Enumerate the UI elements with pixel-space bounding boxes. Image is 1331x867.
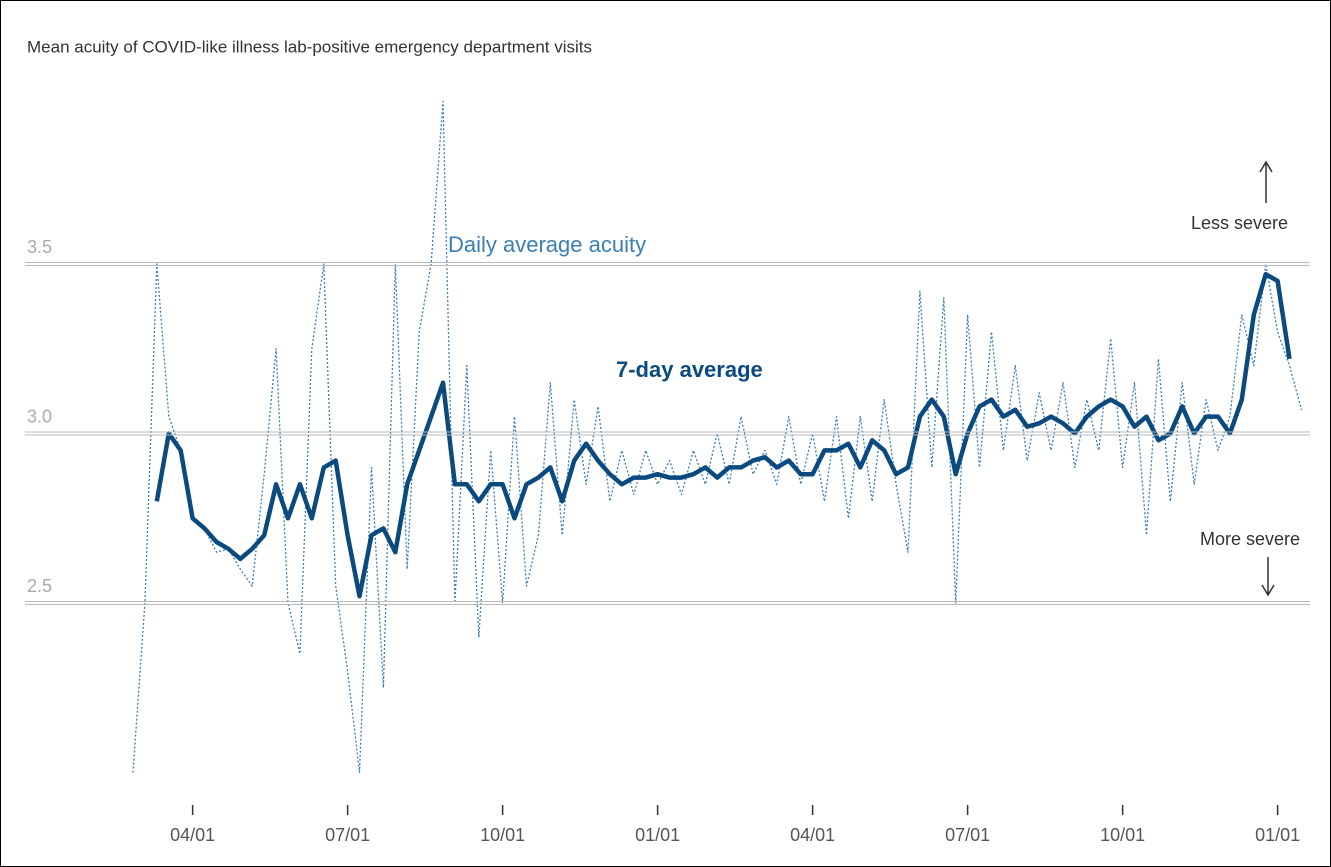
series-label: Daily average acuity bbox=[448, 232, 646, 257]
annotation: More severe bbox=[1200, 529, 1300, 549]
x-tick-label: 01/01 bbox=[1255, 825, 1300, 845]
x-tick-label: 04/01 bbox=[790, 825, 835, 845]
x-tick-label: 10/01 bbox=[1100, 825, 1145, 845]
y-tick-label: 3.0 bbox=[27, 406, 52, 426]
y-tick-label: 3.5 bbox=[27, 237, 52, 257]
x-tick-label: 01/01 bbox=[635, 825, 680, 845]
chart-title: Mean acuity of COVID-like illness lab-po… bbox=[27, 37, 592, 56]
arrow-down bbox=[1261, 557, 1275, 597]
x-tick-label: 07/01 bbox=[945, 825, 990, 845]
y-tick-label: 2.5 bbox=[27, 576, 52, 596]
x-tick-label: 10/01 bbox=[480, 825, 525, 845]
annotation: Less severe bbox=[1191, 213, 1288, 233]
series-line bbox=[154, 271, 1292, 599]
x-tick-label: 07/01 bbox=[325, 825, 370, 845]
arrow-up bbox=[1259, 160, 1273, 203]
x-tick-label: 04/01 bbox=[170, 825, 215, 845]
series-line bbox=[132, 100, 1303, 774]
series-label: 7-day average bbox=[616, 357, 763, 382]
